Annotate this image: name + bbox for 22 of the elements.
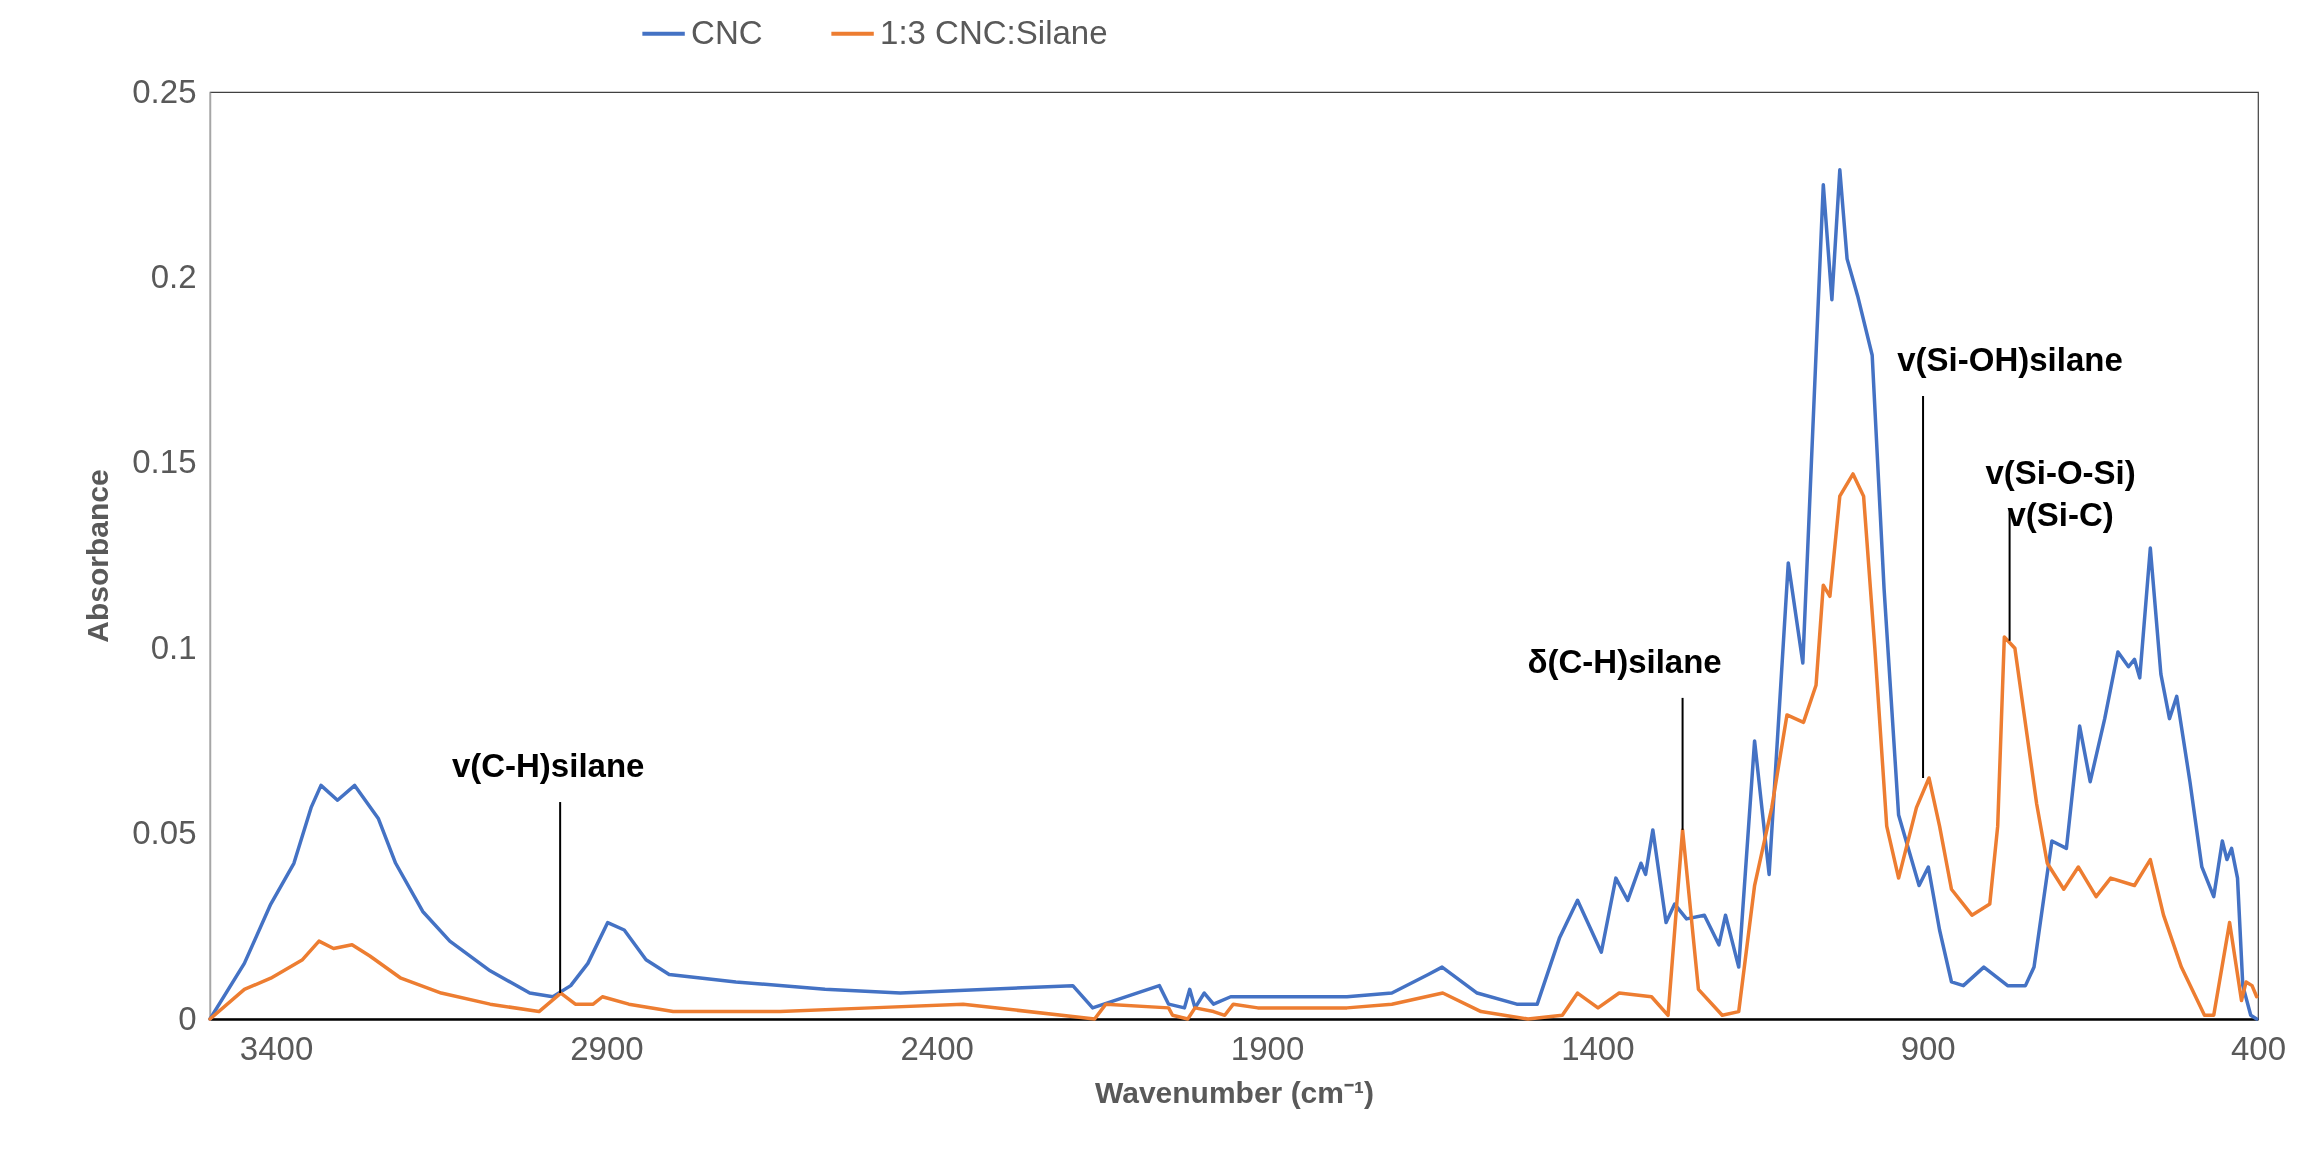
y-tick-label: 0.15 — [132, 443, 197, 481]
annotation: δ(C-H)silane — [1527, 642, 1722, 680]
x-tick-label: 900 — [1900, 1029, 1956, 1067]
y-tick-label: 0.05 — [132, 814, 197, 852]
x-tick-label: 3400 — [239, 1029, 314, 1067]
y-tick-label: 0 — [178, 999, 197, 1037]
annotation: v(Si-O-Si) v(Si-C) — [1985, 453, 2136, 533]
annotation: v(C-H)silane — [451, 747, 645, 785]
x-tick-label: 2400 — [900, 1029, 974, 1067]
y-tick-label: 0.1 — [150, 628, 197, 666]
y-tick-label: 0.25 — [132, 72, 197, 110]
x-tick-label: 2900 — [570, 1029, 644, 1067]
x-tick-label: 1400 — [1561, 1029, 1635, 1067]
line-series — [208, 168, 2259, 1021]
legend-label: CNC — [691, 13, 763, 51]
y-tick-label: 0.2 — [150, 257, 197, 295]
x-axis-title: Wavenumber (cm⁻¹) — [1095, 1075, 1374, 1109]
x-tick-label: 400 — [2230, 1029, 2287, 1067]
x-tick-label: 1900 — [1230, 1029, 1305, 1067]
annotation: v(Si-OH)silane — [1897, 340, 2123, 378]
legend-label: 1:3 CNC:Silane — [880, 13, 1108, 51]
y-axis-title: Absorbance — [81, 469, 115, 643]
